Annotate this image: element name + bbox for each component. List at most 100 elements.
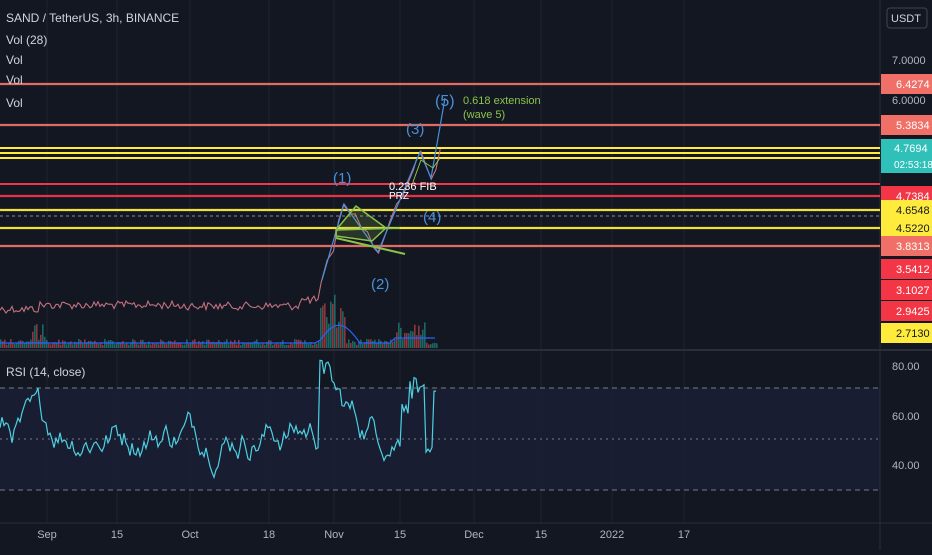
volume-bar [314, 343, 316, 348]
volume-bar [128, 344, 130, 348]
volume-bar [86, 342, 88, 348]
volume-bar [352, 340, 354, 348]
level-badge [881, 280, 932, 300]
volume-bar [130, 342, 132, 348]
volume-bar [244, 343, 246, 348]
volume-bar [250, 342, 252, 348]
volume-bars [0, 294, 438, 348]
volume-bar [434, 342, 436, 348]
volume-bar [98, 344, 100, 348]
currency-box [886, 7, 928, 29]
level-badges: 6.42745.38344.73844.65484.52203.83133.54… [881, 74, 932, 343]
volume-bar [146, 344, 148, 348]
volume-bar [134, 340, 136, 348]
volume-bar [368, 339, 370, 348]
volume-bar [302, 342, 304, 348]
volume-bar [338, 321, 340, 348]
level-badge-value: 3.5412 [896, 264, 930, 276]
volume-bar [164, 342, 166, 348]
level-badge-value: 3.8313 [896, 241, 930, 253]
volume-bar [82, 343, 84, 348]
volume-bar [234, 339, 236, 348]
wave-label-5: (5) [435, 93, 455, 110]
volume-bar [120, 342, 122, 348]
volume-bar [230, 340, 232, 348]
volume-bar [262, 343, 264, 348]
currency-label: USDT [891, 13, 921, 25]
volume-bar [218, 340, 220, 348]
volume-bar [346, 343, 348, 348]
volume-bar [22, 340, 24, 348]
volume-bar [188, 343, 190, 348]
volume-bar [0, 339, 2, 348]
volume-bar [372, 341, 374, 348]
volume-bar [422, 329, 424, 348]
indicator-label: Vol [6, 96, 23, 110]
volume-bar [162, 340, 164, 348]
volume-bar [40, 334, 42, 348]
indicator-label: Vol (28) [6, 33, 47, 47]
price-tick: 6.0000 [892, 95, 926, 107]
annotation-extension: 0.618 extension [463, 95, 541, 107]
volume-bar [220, 342, 222, 348]
volume-bar [102, 344, 104, 348]
volume-bar [160, 339, 162, 348]
current-price-value: 4.7694 [894, 143, 928, 155]
volume-bar [62, 340, 64, 348]
volume-bar [50, 344, 52, 348]
volume-bar [280, 342, 282, 348]
volume-bar [12, 342, 14, 348]
rsi-tick: 40.00 [892, 460, 920, 472]
volume-bar [236, 344, 238, 348]
volume-bar [26, 341, 28, 348]
level-badge [881, 301, 932, 321]
volume-bar [200, 342, 202, 348]
volume-bar [196, 344, 198, 348]
volume-bar [54, 342, 56, 348]
volume-bar [106, 341, 108, 348]
volume-bar [212, 341, 214, 348]
annotation-fib: 0.236 FIB [389, 181, 437, 193]
volume-bar [328, 323, 330, 348]
volume-bar [282, 340, 284, 348]
volume-bar [430, 344, 432, 348]
volume-bar [392, 341, 394, 348]
volume-bar [356, 344, 358, 348]
indicator-label: Vol [6, 73, 23, 87]
volume-bar [64, 341, 66, 348]
volume-bar [138, 344, 140, 348]
time-tick: 18 [263, 529, 275, 541]
level-badge [881, 218, 932, 238]
level-badge-value: 2.9425 [896, 306, 930, 318]
volume-bar [348, 339, 350, 348]
volume-bar [268, 340, 270, 348]
volume-bar [70, 341, 72, 348]
price-axis[interactable]: 7.0000 6.0000 6.42745.38344.73844.65484.… [881, 55, 932, 472]
pattern-outline [412, 157, 441, 183]
level-badge-value: 2.7130 [896, 328, 930, 340]
level-badge-value: 6.4274 [896, 79, 930, 91]
volume-bar [192, 340, 194, 348]
time-tick: 15 [394, 529, 406, 541]
currency-selector[interactable]: USDT [886, 7, 928, 29]
rsi-tick: 60.00 [892, 411, 920, 423]
volume-bar [88, 340, 90, 348]
volume-bar [152, 343, 154, 348]
time-axis[interactable]: Sep 15 Oct 18 Nov 15 Dec 15 2022 17 [37, 529, 690, 541]
level-badge-value: 5.3834 [896, 120, 930, 132]
volume-bar [48, 343, 50, 348]
wave-label-3: (3) [406, 121, 424, 138]
volume-bar [154, 343, 156, 348]
volume-bar [420, 334, 422, 348]
volume-bar [206, 339, 208, 348]
volume-bar [100, 342, 102, 348]
volume-bar [432, 343, 434, 348]
volume-bar [270, 340, 272, 348]
volume-bar [74, 341, 76, 348]
volume-bar [406, 333, 408, 348]
level-badge [881, 259, 932, 279]
level-badge [881, 200, 932, 220]
volume-bar [202, 341, 204, 348]
volume-bar [402, 339, 404, 348]
